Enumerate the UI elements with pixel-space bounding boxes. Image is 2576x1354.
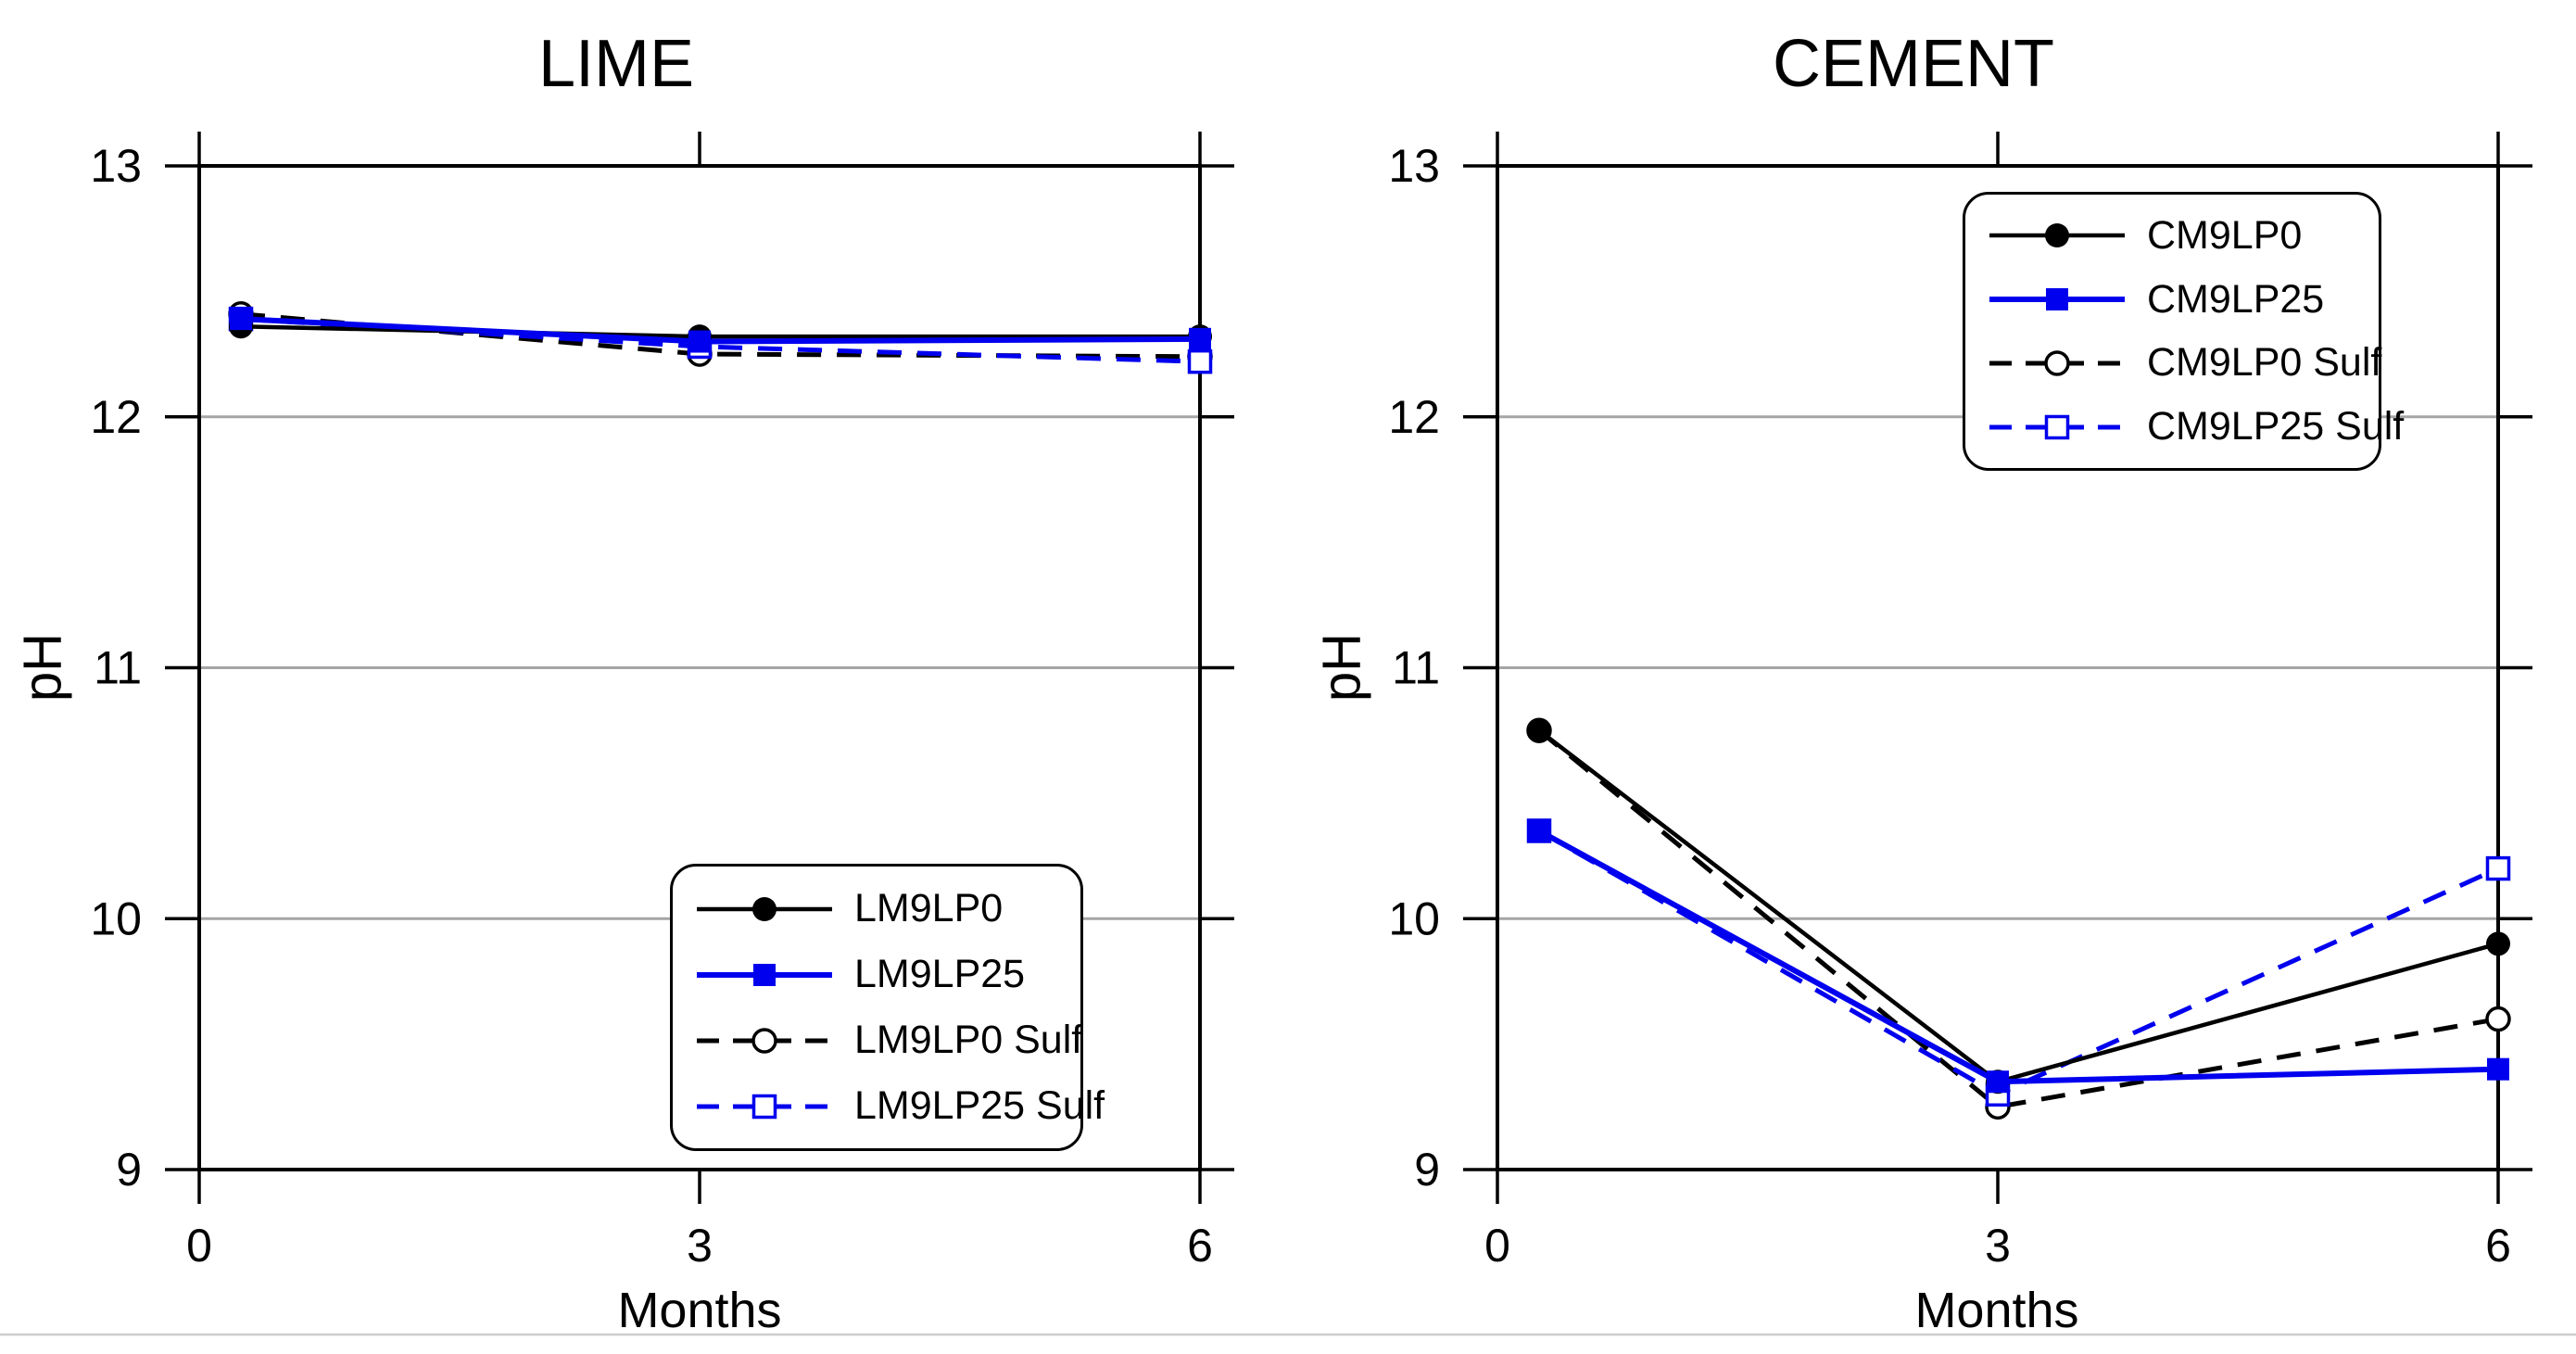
data-point-filled-circle [2486, 931, 2510, 956]
data-point-open-circle [751, 1027, 777, 1054]
y-tick-label: 10 [1388, 892, 1440, 944]
chart-title-lime: LIME [537, 27, 695, 101]
x-tick-label: 6 [1187, 1220, 1213, 1272]
data-point-filled-square [1528, 819, 1550, 842]
legend-item: CM9LP0 Sulf [1988, 339, 2404, 387]
legend-item: LM9LP25 [695, 951, 1105, 999]
legend-item: CM9LP25 [1988, 275, 2404, 323]
data-point-open-square [751, 1094, 777, 1119]
x-tick-label: 6 [2485, 1220, 2511, 1272]
data-point-filled-circle [2045, 223, 2069, 248]
data-point-filled-square [753, 963, 776, 986]
legend-sample-line-marker-icon [697, 896, 832, 921]
legend-label: LM9LP0 [854, 886, 1004, 930]
legend-item: CM9LP25 Sulf [1988, 403, 2404, 451]
data-point-filled-circle [1527, 718, 1551, 743]
data-point-filled-circle [752, 896, 777, 921]
chart-panel-lime: 9 10 11 12 13 0 3 6 [90, 132, 1234, 1272]
data-point-filled-square [688, 330, 711, 353]
x-tick-label: 3 [687, 1220, 713, 1272]
legend-label: LM9LP0 Sulf [854, 1018, 1083, 1062]
y-tick-label: 11 [94, 642, 142, 694]
legend-item: LM9LP0 [695, 885, 1105, 933]
legend-sample-line-marker-icon [1989, 350, 2125, 376]
legend-label: LM9LP25 Sulf [854, 1083, 1105, 1128]
x-axis-label-cement: Months [1914, 1283, 2079, 1338]
legend-label: CM9LP0 Sulf [2147, 340, 2382, 386]
legend-item: LM9LP0 Sulf [695, 1017, 1105, 1065]
series-line [1537, 728, 2499, 1084]
y-tick-label: 11 [1392, 642, 1440, 694]
series-line [1537, 828, 2499, 1085]
chart-title-cement: CEMENT [1773, 27, 2054, 101]
x-tick-label: 3 [1985, 1220, 2011, 1272]
series-line [1537, 829, 2500, 1097]
x-tick-label: 0 [186, 1220, 212, 1272]
y-axis-label-cement: pH [1311, 632, 1372, 702]
y-tick-label: 9 [1414, 1144, 1440, 1196]
legend-sample-line-marker-icon [1989, 414, 2125, 439]
legend-label: CM9LP25 [2147, 276, 2325, 322]
series-line [1537, 728, 2499, 1109]
legend-lime: LM9LP0 LM9LP25 LM9LP0 Sulf LM9LP25 Sulf [670, 864, 1105, 1151]
chart-panel-cement: 9 10 11 12 13 0 3 6 [1388, 132, 2532, 1272]
legend-sample-line-marker-icon [697, 1094, 832, 1119]
data-point-filled-square [230, 308, 252, 331]
y-tick-label: 12 [90, 391, 142, 443]
legend-label: LM9LP25 [854, 952, 1026, 996]
data-point-filled-square [1987, 1070, 2009, 1094]
legend-sample-line-marker-icon [697, 963, 832, 986]
y-tick-label: 9 [116, 1144, 142, 1196]
legend-item: LM9LP25 Sulf [695, 1082, 1105, 1131]
data-point-open-square [1187, 348, 1213, 374]
legend-cement: CM9LP0 CM9LP25 CM9LP0 Sulf CM9LP25 Sulf [1963, 192, 2404, 471]
legend-item: CM9LP0 [1988, 211, 2404, 259]
data-point-open-circle [2485, 1006, 2511, 1032]
legend-sample-line-marker-icon [1989, 223, 2125, 248]
y-tick-label: 13 [90, 140, 142, 192]
legend-sample-line-marker-icon [1989, 288, 2125, 311]
data-point-filled-square [2046, 288, 2068, 311]
legend-sample-line-marker-icon [697, 1027, 832, 1054]
legend-label: CM9LP25 Sulf [2147, 404, 2405, 449]
y-tick-label: 13 [1388, 140, 1440, 192]
data-point-open-square [2485, 855, 2511, 881]
data-point-open-circle [2044, 350, 2070, 376]
data-point-open-square [2044, 414, 2070, 439]
y-axis-label-lime: pH [12, 632, 73, 702]
y-tick-label: 12 [1388, 391, 1440, 443]
data-point-filled-square [1189, 327, 1211, 350]
data-point-filled-square [2487, 1057, 2509, 1081]
x-axis-label-lime: Months [617, 1283, 782, 1338]
x-tick-label: 0 [1484, 1220, 1510, 1272]
legend-label: CM9LP0 [2147, 212, 2303, 258]
y-tick-label: 10 [90, 892, 142, 944]
